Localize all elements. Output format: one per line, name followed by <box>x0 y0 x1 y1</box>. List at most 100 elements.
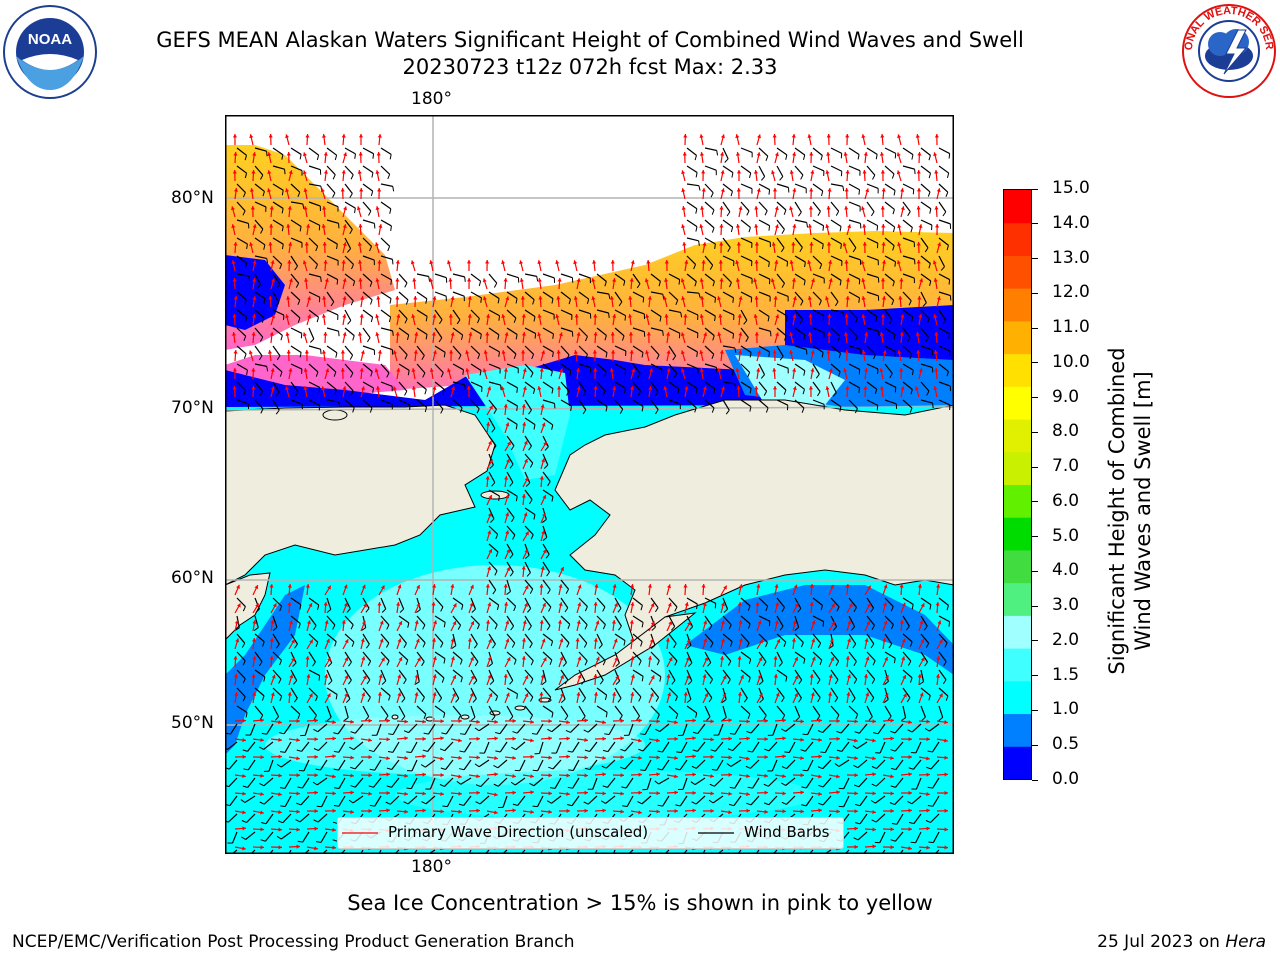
wave-arrow-head <box>719 206 724 210</box>
wind-barb <box>506 579 512 592</box>
wind-barb <box>934 849 940 854</box>
wave-arrow-head <box>286 152 291 156</box>
wind-barb-flag <box>694 407 697 413</box>
map-canvas <box>225 115 954 854</box>
wave-arrow-head <box>231 332 237 336</box>
wind-barb-flag <box>727 679 731 685</box>
wind-barb-flag <box>279 371 283 377</box>
wind-barb-flag <box>330 301 335 307</box>
wind-barb-flag <box>640 733 646 735</box>
wind-barb-flag <box>460 733 466 735</box>
wind-barb <box>452 381 465 386</box>
wave-arrow-head <box>542 602 546 607</box>
wind-barb-flag <box>295 819 301 823</box>
wind-barb <box>686 165 698 173</box>
wind-barb <box>254 219 264 230</box>
wave-arrow-head <box>737 656 742 660</box>
wind-barb-flag <box>948 621 951 627</box>
wind-barb-flag <box>512 534 516 540</box>
wind-barb-flag <box>474 661 479 667</box>
wind-barb-flag <box>923 625 928 631</box>
wind-barb <box>266 723 274 735</box>
wave-arrow-head <box>880 134 885 138</box>
wave-arrow-head <box>649 368 654 373</box>
wind-barb <box>392 741 400 753</box>
wind-barb <box>740 147 753 153</box>
wind-barb-flag <box>785 676 788 682</box>
wave-arrow-head <box>738 206 743 210</box>
wind-barb-flag <box>244 173 248 179</box>
wind-barb <box>881 849 886 854</box>
wave-arrow-head <box>260 810 264 815</box>
wave-arrow-head <box>505 620 510 625</box>
wind-barb-flag <box>480 334 482 340</box>
wave-arrow-head <box>594 584 599 588</box>
wind-barb-flag <box>527 608 532 613</box>
wave-arrow-head <box>314 790 318 795</box>
wind-barb-flag <box>638 748 644 752</box>
wind-barb-flag <box>313 728 319 733</box>
wind-barb <box>506 345 517 355</box>
wind-barb <box>844 849 850 854</box>
wind-barb <box>272 399 280 411</box>
wind-barb <box>272 291 280 303</box>
wind-barb-flag <box>729 732 735 735</box>
wind-barb-flag <box>945 191 949 197</box>
wave-arrow-head <box>267 188 272 193</box>
wind-barb-flag <box>381 608 387 613</box>
wind-barb-flag <box>349 193 353 199</box>
wind-barb <box>376 723 382 736</box>
wind-barb <box>650 363 663 370</box>
wave-arrow-head <box>794 656 799 661</box>
wave-arrow-head <box>542 495 547 500</box>
wave-arrow-head <box>591 278 596 283</box>
wind-barb-flag <box>873 732 879 735</box>
wind-barb <box>659 723 670 733</box>
wave-arrow-head <box>764 718 768 723</box>
wind-barb <box>354 723 364 734</box>
wind-barb-flag <box>510 445 515 451</box>
wave-arrow-head <box>251 368 256 372</box>
wind-barb <box>812 219 824 227</box>
wave-arrow-head <box>252 620 257 624</box>
wind-barb <box>920 237 929 249</box>
wave-arrow-head <box>296 809 300 814</box>
wind-barb <box>542 417 554 426</box>
wind-barb-flag <box>874 388 878 395</box>
colorbar-tick-mark <box>1032 258 1038 260</box>
wind-barb-flag <box>530 372 534 378</box>
wind-barb <box>236 237 248 245</box>
wind-barb-flag <box>768 189 771 195</box>
wind-barb <box>524 345 535 355</box>
wave-arrow-head <box>350 773 354 778</box>
wave-arrow-head <box>746 736 750 741</box>
wind-barb-flag <box>927 191 931 197</box>
wind-barb <box>308 291 321 298</box>
wind-barb <box>612 849 616 854</box>
wind-barb <box>245 831 256 840</box>
wave-arrow-head <box>494 792 498 797</box>
wave-arrow-head <box>521 332 526 336</box>
wave-arrow-head <box>344 675 349 680</box>
wave-arrow-head <box>848 603 853 608</box>
wave-arrow-head <box>936 584 941 588</box>
wind-barb <box>920 255 931 264</box>
wave-arrow-head <box>674 774 678 779</box>
wave-arrow-head <box>863 152 868 156</box>
wind-barb-flag <box>389 298 392 304</box>
wind-barb <box>326 669 333 682</box>
wind-barb-flag <box>443 622 446 628</box>
wave-arrow-head <box>854 791 858 796</box>
chart-title: GEFS MEAN Alaskan Waters Significant Hei… <box>156 28 1024 52</box>
wind-barb-flag <box>677 388 680 394</box>
wind-barb-flag <box>927 804 933 807</box>
wind-barb <box>848 363 860 370</box>
wave-arrow-head <box>774 602 779 607</box>
wrangel-island <box>322 409 348 421</box>
wind-barb-flag <box>403 801 409 805</box>
wave-arrow-head <box>944 772 948 777</box>
wind-barb <box>848 273 861 280</box>
wind-barb-flag <box>909 407 913 413</box>
wind-barb-flag <box>529 643 533 649</box>
wave-arrow-head <box>447 260 451 265</box>
